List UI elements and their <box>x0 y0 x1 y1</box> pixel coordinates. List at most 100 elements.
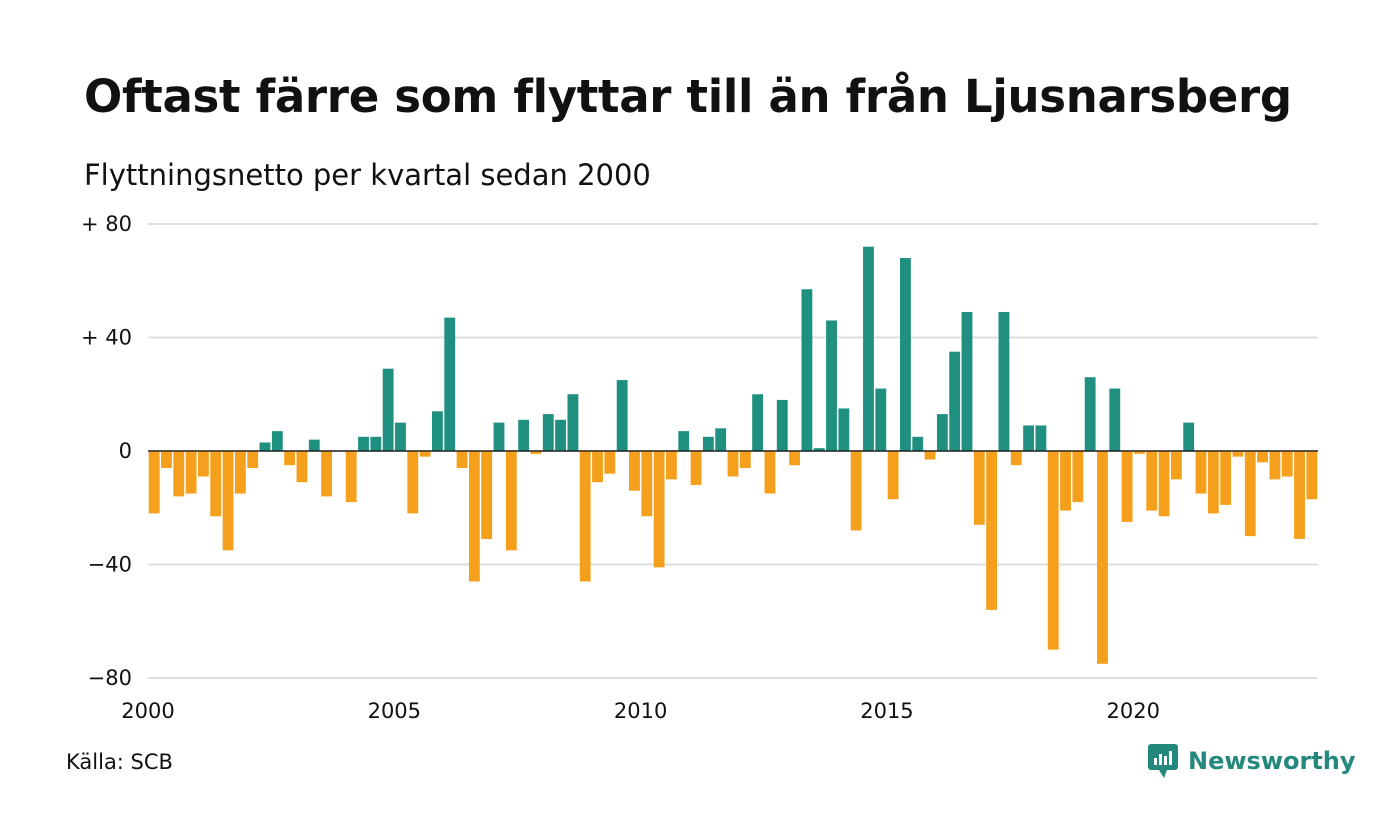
data-bar <box>678 431 690 451</box>
data-bar <box>727 451 739 477</box>
data-bar <box>1047 451 1059 650</box>
data-bar <box>370 436 382 451</box>
data-bar <box>321 451 332 497</box>
data-bar <box>456 451 468 469</box>
data-bar <box>468 451 480 582</box>
data-bar <box>1257 451 1268 463</box>
data-bar <box>986 451 998 610</box>
newsworthy-logo-icon <box>1148 744 1178 778</box>
data-bar <box>936 414 948 451</box>
data-bar <box>838 408 850 451</box>
data-bar <box>715 428 727 451</box>
data-bar <box>296 451 308 483</box>
data-bar <box>395 422 406 452</box>
data-bar <box>924 451 936 460</box>
data-bar <box>555 419 566 451</box>
data-bar <box>616 380 628 451</box>
x-tick-label: 2020 <box>1107 699 1160 723</box>
y-tick-label: + 40 <box>81 326 132 350</box>
data-bar <box>518 419 530 451</box>
data-bar <box>739 451 751 469</box>
data-bar <box>1232 451 1244 457</box>
data-bar <box>641 451 653 517</box>
data-bar <box>210 451 222 517</box>
data-bar <box>198 451 209 477</box>
data-bar <box>801 289 813 451</box>
data-bar <box>912 436 924 451</box>
data-bar <box>161 451 172 469</box>
y-tick-label: −40 <box>88 553 132 577</box>
data-bar <box>1269 451 1281 480</box>
data-bar <box>1183 422 1195 452</box>
data-bar <box>961 311 973 451</box>
data-bar <box>789 451 800 466</box>
data-bar <box>826 320 837 451</box>
x-tick-label: 2005 <box>368 699 421 723</box>
data-bar <box>875 388 887 451</box>
data-bar <box>234 451 246 494</box>
data-bar <box>1306 451 1318 500</box>
x-tick-label: 2015 <box>860 699 913 723</box>
data-bar <box>1170 451 1182 480</box>
y-tick-label: + 80 <box>81 212 132 236</box>
data-bar <box>1060 451 1071 511</box>
data-bar <box>579 451 591 582</box>
chart-title: Oftast färre som flyttar till än från Lj… <box>84 70 1292 123</box>
x-tick-label: 2000 <box>121 699 174 723</box>
data-bar <box>1023 425 1034 451</box>
data-bar <box>592 451 603 483</box>
data-bar <box>1195 451 1207 494</box>
data-bar <box>345 451 357 503</box>
y-tick-label: −80 <box>88 666 132 690</box>
data-bar <box>1294 451 1305 539</box>
data-bar <box>1035 425 1047 451</box>
data-bar <box>247 451 259 469</box>
data-bar <box>1121 451 1133 522</box>
data-bar <box>1207 451 1219 514</box>
data-bar <box>764 451 776 494</box>
data-bar <box>1158 451 1170 517</box>
data-bar <box>505 451 517 551</box>
data-bar <box>1072 451 1084 503</box>
data-bar <box>530 451 542 454</box>
data-bar <box>863 246 874 451</box>
data-bar <box>653 451 665 568</box>
data-bar <box>1010 451 1022 466</box>
data-bar <box>887 451 899 500</box>
source-note: Källa: SCB <box>66 750 173 774</box>
data-bar <box>949 351 961 451</box>
data-bar <box>148 451 160 514</box>
data-bar <box>1097 451 1108 664</box>
data-bar <box>1134 451 1145 454</box>
data-bar <box>407 451 419 514</box>
data-bar <box>358 436 369 451</box>
data-bar <box>998 311 1010 451</box>
data-bar <box>185 451 197 494</box>
data-bar <box>567 394 579 451</box>
data-bar <box>1244 451 1256 537</box>
data-bar <box>1109 388 1121 451</box>
data-bar <box>1084 377 1096 451</box>
x-tick-label: 2010 <box>614 699 667 723</box>
data-bar <box>542 414 554 451</box>
data-bar <box>702 436 714 451</box>
y-tick-label: 0 <box>119 439 132 463</box>
data-bar <box>604 451 616 474</box>
data-bar <box>900 258 911 451</box>
data-bar <box>493 422 505 452</box>
data-bar <box>813 448 825 451</box>
data-bar <box>850 451 862 531</box>
axis-labels: + 80 + 40 0 −40 −80 2000 2005 2010 2015 2020 <box>81 212 1160 723</box>
data-bar <box>284 451 296 466</box>
data-bar <box>432 411 443 451</box>
data-bar <box>481 451 493 539</box>
data-bar <box>419 451 431 457</box>
data-bar <box>444 317 456 451</box>
data-bar <box>629 451 640 491</box>
brand-link[interactable]: Newsworthy <box>1148 744 1356 778</box>
data-bar <box>1281 451 1293 477</box>
data-bar <box>382 368 394 451</box>
chart-subtitle: Flyttningsnetto per kvartal sedan 2000 <box>84 158 651 192</box>
data-bar <box>776 399 788 451</box>
